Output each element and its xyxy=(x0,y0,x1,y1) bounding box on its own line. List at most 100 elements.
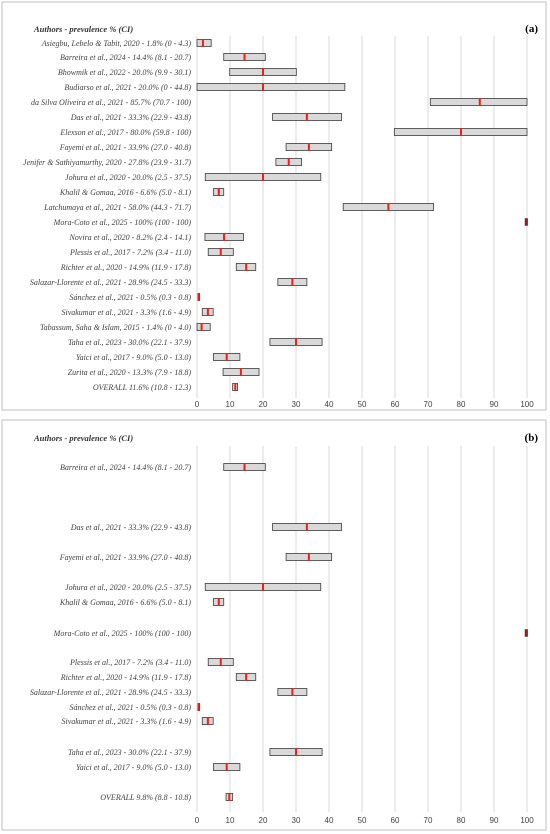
panel-a-tick-label: 80 xyxy=(457,400,466,409)
panel-a-gridlines xyxy=(196,36,528,398)
panel-a-row-label: Bhowmik et al., 2022 - 20.0% (9.9 - 30.1… xyxy=(58,68,191,77)
panel-b-rows: Barreira et al., 2024 - 14.4% (8.1 - 20.… xyxy=(30,463,528,802)
panel-b-row-label: Sivakumar et al., 2021 - 3.3% (1.6 - 4.9… xyxy=(61,717,191,726)
panel-a-point-estimate xyxy=(239,368,242,376)
panel-a-row-label: Barreira et al., 2024 - 14.4% (8.1 - 20.… xyxy=(60,53,191,62)
panel-b-tick-label: 30 xyxy=(292,816,301,825)
panel-a-row-label: OVERALL 11.6% (10.8 - 12.3) xyxy=(93,383,191,392)
panel-a-tick-label: 10 xyxy=(226,400,235,409)
panel-a-row-label: Novira et al., 2020 - 8.2% (2.4 - 14.1) xyxy=(68,233,191,242)
panel-b-point-estimate xyxy=(245,673,248,681)
panel-a-tick-label: 100 xyxy=(520,400,534,409)
panel-a-row-label: Tabassum, Saha & Islam, 2015 - 1.4% (0 -… xyxy=(40,323,191,332)
panel-b-study-row: Yaici et al., 2017 - 9.0% (5.0 - 13.0) xyxy=(76,763,241,772)
panel-a-study-row: Richter et al., 2020 - 14.9% (11.9 - 17.… xyxy=(60,263,257,272)
panel-a-tick-label: 70 xyxy=(424,400,433,409)
panel-a-tick-label: 90 xyxy=(490,400,499,409)
panel-a-point-estimate xyxy=(262,83,264,91)
panel-b-tick-label: 100 xyxy=(520,816,534,825)
panel-a-row-label: Das et al., 2021 - 33.3% (22.9 - 43.8) xyxy=(70,113,192,122)
panel-b-point-estimate xyxy=(225,763,228,771)
panel-b-point-estimate xyxy=(305,523,308,531)
panel-a-ci-bar xyxy=(429,98,528,106)
panel-b-row-label: Taha et al., 2023 - 30.0% (22.1 - 37.9) xyxy=(68,748,191,757)
panel-a-study-row: Zurita et al., 2020 - 13.3% (7.9 - 18.8) xyxy=(68,368,260,377)
panel-b-study-row: OVERALL 9.8% (8.8 - 10.8) xyxy=(100,793,234,802)
panel-a-point-estimate xyxy=(305,113,308,121)
panel-a-study-row: Yaici et al., 2017 - 9.0% (5.0 - 13.0) xyxy=(76,353,241,362)
panel-a-point-estimate xyxy=(206,308,209,316)
panel-b-point-estimate xyxy=(262,583,264,591)
panel-b-study-row: Johura et al., 2020 - 20.0% (2.5 - 37.5) xyxy=(65,583,322,592)
panel-b-tick-label: 0 xyxy=(195,816,200,825)
panel-b-study-row: Richter et al., 2020 - 14.9% (11.9 - 17.… xyxy=(60,673,257,682)
panel-a-row-label: Jenifer & Sathiyamurthy, 2020 - 27.8% (2… xyxy=(23,158,191,167)
panel-b-study-row: Mora-Coto et al., 2025 - 100% (100 - 100… xyxy=(53,629,528,638)
panel-b-study-row: Salazar-Llorente et al., 2021 - 28.9% (2… xyxy=(30,688,308,697)
panel-b-row-label: Plessis et al., 2017 - 7.2% (3.4 - 11.0) xyxy=(69,658,191,667)
panel-a-point-estimate xyxy=(262,173,264,181)
panel-a-ci-bar xyxy=(196,323,211,331)
panel-b-row-label: Mora-Coto et al., 2025 - 100% (100 - 100… xyxy=(53,629,192,638)
panel-b-row-label: Johura et al., 2020 - 20.0% (2.5 - 37.5) xyxy=(65,583,191,592)
panel-a-row-label: Yaici et al., 2017 - 9.0% (5.0 - 13.0) xyxy=(76,353,191,362)
panel-b-study-row: Sánchez et al., 2021 - 0.5% (0.3 - 0.8) xyxy=(69,703,201,712)
panel-b-point-estimate xyxy=(307,553,310,561)
panel-b-row-label: Khalil & Gomaa, 2016 - 6.6% (5.0 - 8.1) xyxy=(59,598,191,607)
panel-a-row-label: Sánchez et al., 2021 - 0.5% (0.3 - 0.8) xyxy=(69,293,191,302)
panel-b-tick-label: 50 xyxy=(358,816,367,825)
panel-b-row-label: Richter et al., 2020 - 14.9% (11.9 - 17.… xyxy=(60,673,192,682)
panel-a-study-row: da Silva Oliveira et al., 2021 - 85.7% (… xyxy=(31,98,528,107)
panel-a: Authors - prevalence % (CI) (a) Asiegbu,… xyxy=(1,1,547,411)
panel-b-point-estimate xyxy=(228,793,231,801)
panel-a-point-estimate xyxy=(225,353,228,361)
panel-b-point-estimate xyxy=(524,629,528,637)
panel-a-study-row: Latchumaya et al., 2021 - 58.0% (44.3 - … xyxy=(43,203,435,212)
panel-a-point-estimate xyxy=(245,263,248,271)
panel-a-point-estimate xyxy=(200,323,203,331)
panel-a-tick-label: 60 xyxy=(391,400,400,409)
panel-b-row-label: Barreira et al., 2024 - 14.4% (8.1 - 20.… xyxy=(60,463,191,472)
panel-a-row-label: Mora-Coto et al., 2025 - 100% (100 - 100… xyxy=(53,218,192,227)
panel-a-study-row: Taha et al., 2023 - 30.0% (22.1 - 37.9) xyxy=(68,338,323,347)
panel-a-point-estimate xyxy=(287,158,290,166)
panel-b-study-row: Plessis et al., 2017 - 7.2% (3.4 - 11.0) xyxy=(69,658,234,667)
panel-a-row-label: Johura et al., 2020 - 20.0% (2.5 - 37.5) xyxy=(65,173,191,182)
panel-a-point-estimate xyxy=(295,338,297,346)
panel-a-row-label: Elexson et al., 2017 - 80.0% (59.8 - 100… xyxy=(59,128,191,137)
panel-b-point-estimate xyxy=(217,598,220,606)
panel-b-study-row: Sivakumar et al., 2021 - 3.3% (1.6 - 4.9… xyxy=(61,717,214,726)
panel-a-study-row: Khalil & Gomaa, 2016 - 6.6% (5.0 - 8.1) xyxy=(59,188,225,197)
panel-b-row-label: OVERALL 9.8% (8.8 - 10.8) xyxy=(100,793,191,802)
panel-a-study-row: Budiarso et al., 2021 - 20.0% (0 - 44.8) xyxy=(64,83,346,92)
panel-b-point-estimate xyxy=(291,688,294,696)
panel-a-point-estimate xyxy=(201,39,204,47)
panel-a-letter: (a) xyxy=(525,23,538,35)
panel-a-row-label: Zurita et al., 2020 - 13.3% (7.9 - 18.8) xyxy=(68,368,192,377)
panel-a-study-row: Tabassum, Saha & Islam, 2015 - 1.4% (0 -… xyxy=(40,323,211,332)
panel-a-study-row: Jenifer & Sathiyamurthy, 2020 - 27.8% (2… xyxy=(23,158,303,167)
panel-b-point-estimate xyxy=(243,463,246,471)
panel-a-row-label: Khalil & Gomaa, 2016 - 6.6% (5.0 - 8.1) xyxy=(59,188,191,197)
panel-b-x-axis: 0 10 20 30 40 50 60 70 80 90 100 xyxy=(195,816,534,825)
panel-b-study-row: Das et al., 2021 - 33.3% (22.9 - 43.8) xyxy=(70,523,342,532)
panel-a-study-row: Johura et al., 2020 - 20.0% (2.5 - 37.5) xyxy=(65,173,322,182)
panel-a-row-label: Fayemi et al., 2021 - 33.9% (27.0 - 40.8… xyxy=(59,143,192,152)
panel-b-tick-label: 70 xyxy=(424,816,433,825)
panel-a-study-row: Das et al., 2021 - 33.3% (22.9 - 43.8) xyxy=(70,113,342,122)
panel-a-study-row: Fayemi et al., 2021 - 33.9% (27.0 - 40.8… xyxy=(59,143,333,152)
panel-a-point-estimate xyxy=(243,53,246,61)
panel-b-study-row: Taha et al., 2023 - 30.0% (22.1 - 37.9) xyxy=(68,748,323,757)
panel-a-row-label: da Silva Oliveira et al., 2021 - 85.7% (… xyxy=(31,98,191,107)
panel-b-row-label: Yaici et al., 2017 - 9.0% (5.0 - 13.0) xyxy=(76,763,191,772)
panel-b-point-estimate xyxy=(197,703,200,711)
panel-a-point-estimate xyxy=(478,98,481,106)
panel-b-frame xyxy=(1,419,547,831)
panel-a-row-label: Asiegbu, Lebelo & Tabit, 2020 - 1.8% (0 … xyxy=(41,39,192,48)
panel-b-letter: (b) xyxy=(525,432,539,444)
panel-a-point-estimate xyxy=(234,383,237,391)
panel-a-point-estimate xyxy=(387,203,390,211)
panel-a-tick-label: 30 xyxy=(292,400,301,409)
panel-a-study-row: Plessis et al., 2017 - 7.2% (3.4 - 11.0) xyxy=(69,248,234,257)
panel-a-row-label: Richter et al., 2020 - 14.9% (11.9 - 17.… xyxy=(60,263,192,272)
